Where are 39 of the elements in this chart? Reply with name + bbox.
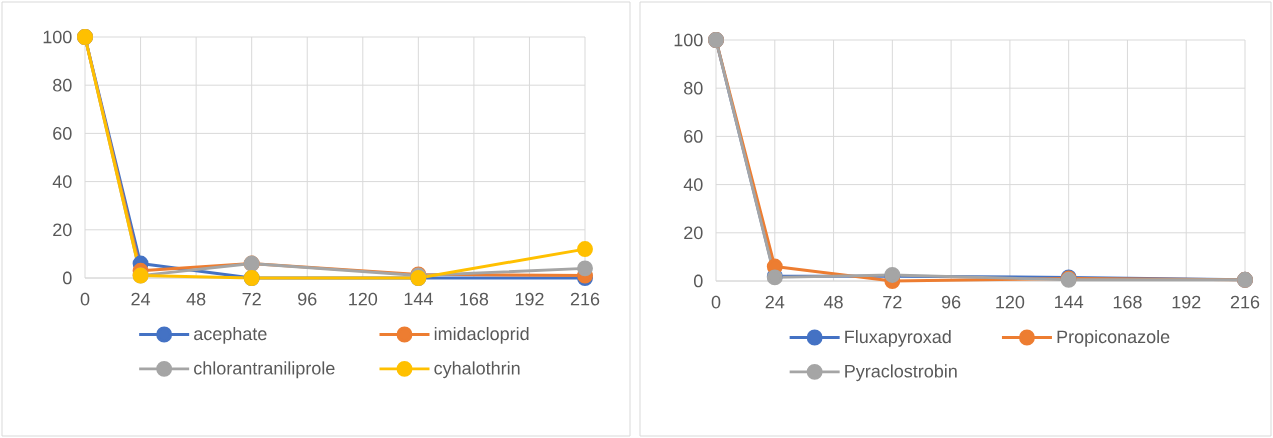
y-tick-label: 40	[683, 178, 703, 191]
x-tick-label: 48	[186, 292, 206, 306]
y-tick-label: 100	[674, 33, 703, 47]
y-tick-label: 60	[53, 127, 72, 140]
y-tick-label: 0	[694, 274, 703, 288]
legend-label: Fluxapyroxad	[845, 329, 951, 347]
legend-label: imidacloprid	[434, 326, 529, 344]
x-tick-label: 96	[941, 295, 961, 309]
x-tick-label: 168	[460, 292, 489, 306]
x-tick-label: 0	[80, 292, 90, 306]
y-tick-label: 20	[53, 223, 72, 237]
x-tick-label: 192	[1172, 295, 1201, 309]
x-tick-label: 144	[1055, 295, 1084, 309]
x-tick-label: 192	[515, 292, 544, 306]
x-tick-label: 24	[765, 295, 785, 309]
x-tick-label: 120	[996, 295, 1025, 309]
y-tick-label: 80	[53, 78, 72, 92]
legend-label: Propiconazole	[1057, 329, 1170, 347]
x-tick-label: 144	[404, 292, 433, 306]
legend-label: cyhalothrin	[434, 361, 520, 379]
x-tick-label: 216	[1230, 295, 1260, 309]
x-tick-label: 24	[131, 292, 151, 306]
y-tick-label: 0	[63, 271, 72, 285]
x-tick-label: 72	[242, 292, 261, 306]
y-tick-label: 20	[684, 226, 703, 240]
legend-label: Pyraclostrobin	[845, 364, 957, 382]
y-tick-label: 60	[684, 130, 703, 143]
x-tick-label: 48	[823, 295, 843, 309]
x-tick-label: 96	[298, 292, 317, 306]
y-tick-label: 100	[43, 30, 72, 44]
x-tick-label: 120	[349, 292, 378, 306]
x-tick-label: 168	[1113, 295, 1142, 309]
x-tick-label: 0	[711, 295, 721, 309]
y-tick-label: 40	[52, 175, 72, 188]
x-tick-label: 216	[570, 292, 600, 306]
legend-label: chlorantraniliprole	[194, 361, 335, 379]
x-tick-label: 72	[883, 295, 902, 309]
legend-label: acephate	[194, 326, 267, 344]
y-tick-label: 80	[684, 81, 703, 95]
